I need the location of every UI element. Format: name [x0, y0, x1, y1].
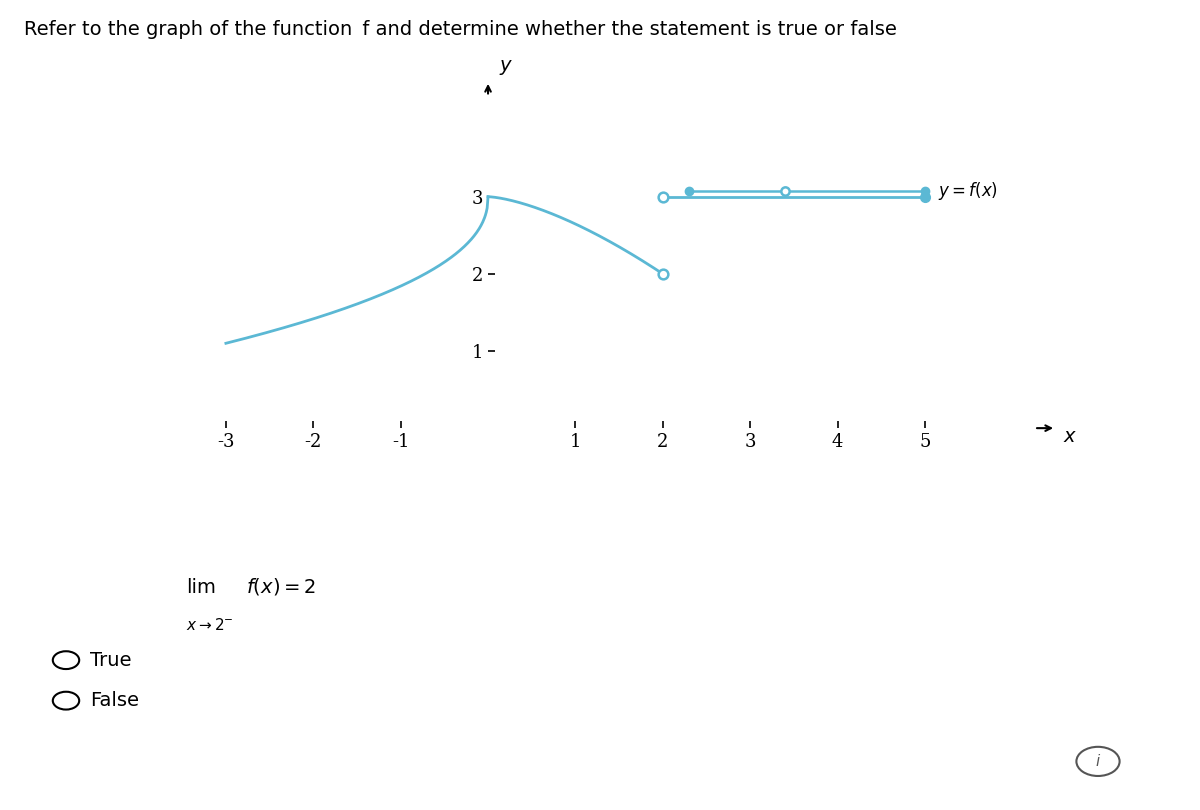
- Text: Refer to the graph of the function  f and determine whether the statement is tru: Refer to the graph of the function f and…: [24, 20, 896, 39]
- Text: $y$: $y$: [498, 58, 512, 77]
- Text: $x \rightarrow 2^{-}$: $x \rightarrow 2^{-}$: [186, 617, 234, 633]
- Text: $f(x) = 2$: $f(x) = 2$: [246, 577, 316, 598]
- Text: True: True: [90, 650, 132, 670]
- Text: $i$: $i$: [1094, 753, 1102, 770]
- Text: $y=f(x)$: $y=f(x)$: [938, 180, 998, 202]
- Text: lim: lim: [186, 578, 216, 597]
- Text: $x$: $x$: [1063, 428, 1078, 446]
- Text: False: False: [90, 691, 139, 710]
